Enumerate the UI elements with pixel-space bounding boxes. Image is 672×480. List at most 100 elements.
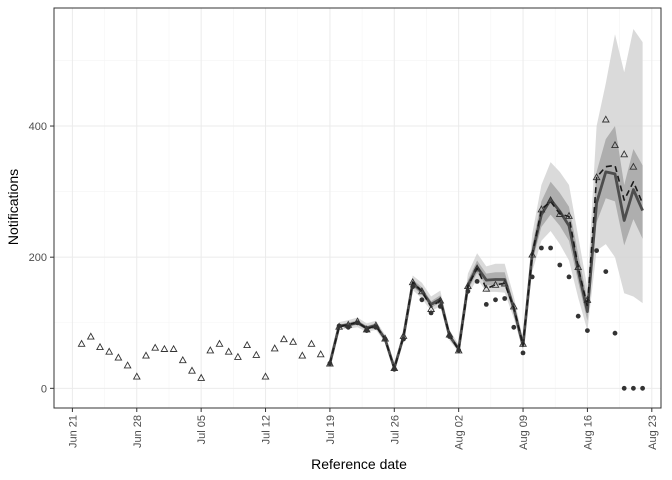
data-point-dot	[548, 245, 553, 251]
data-point-dot	[401, 336, 406, 342]
data-point-triangle	[482, 284, 491, 292]
data-point-dot	[465, 288, 471, 294]
data-point-triangle	[215, 339, 224, 347]
data-point-triangle	[436, 296, 445, 304]
x-tick-label: Jul 12	[261, 415, 273, 444]
x-tick-label: Aug 09	[518, 415, 530, 450]
y-tick-label: 400	[29, 121, 47, 133]
data-point-dot	[621, 385, 627, 391]
y-axis-title: Notifications	[5, 169, 21, 245]
x-tick-label: Jun 21	[67, 415, 79, 448]
data-point-dot	[447, 334, 452, 339]
data-point-dot	[474, 279, 480, 284]
data-point-triangle	[169, 344, 178, 352]
plot-area	[77, 29, 645, 391]
data-point-triangle	[454, 346, 463, 354]
data-point-triangle	[629, 162, 638, 170]
data-point-triangle	[519, 339, 527, 347]
data-point-triangle	[362, 325, 371, 333]
data-point-triangle	[252, 350, 261, 358]
outer-interval-ribbon	[329, 29, 643, 370]
axes: Jun 21 Jun 28 Jul 05 Jul 12 Jul 19 Jul 26 Aug …	[29, 121, 659, 450]
data-point-triangle	[565, 211, 573, 219]
data-point-triangle	[463, 281, 472, 290]
data-point-triangle	[224, 347, 233, 355]
data-point-triangle	[417, 287, 426, 295]
data-point-triangle	[270, 344, 279, 352]
data-point-triangle	[243, 340, 252, 349]
data-point-triangle	[353, 317, 362, 325]
x-tick-label: Jun 28	[132, 415, 144, 448]
panel-border	[53, 7, 662, 409]
data-point-dot	[557, 262, 563, 268]
data-point-triangle	[279, 334, 288, 343]
data-point-dot	[612, 330, 618, 336]
data-point-triangle	[298, 351, 307, 359]
data-point-dot	[520, 350, 526, 356]
data-point-triangle	[574, 262, 583, 271]
data-point-triangle	[601, 115, 610, 123]
data-point-triangle	[114, 353, 123, 361]
median-line	[328, 170, 644, 370]
x-tick-label: Aug 23	[647, 415, 659, 450]
data-point-triangle	[390, 363, 399, 372]
data-point-dot	[585, 328, 590, 333]
data-point-triangle	[206, 346, 215, 354]
data-point-dot	[511, 324, 517, 330]
x-tick-label: Aug 16	[582, 415, 594, 450]
data-point-triangle	[188, 366, 196, 374]
data-point-triangle	[445, 330, 454, 338]
x-axis-title: Reference date	[311, 456, 407, 472]
data-point-triangle	[473, 264, 482, 272]
x-tick-label: Jul 26	[389, 415, 401, 444]
data-point-triangle	[344, 320, 353, 328]
data-point-dot	[575, 313, 581, 319]
data-point-triangle	[151, 343, 160, 351]
data-point-triangle	[96, 342, 104, 351]
data-point-triangle	[371, 321, 380, 329]
data-point-dot	[410, 284, 416, 290]
data-point-triangle	[509, 302, 518, 310]
data-point-triangle	[197, 373, 206, 381]
data-point-triangle	[399, 331, 408, 339]
data-point-triangle	[132, 372, 141, 380]
data-point-triangle	[546, 195, 555, 204]
data-point-dot	[502, 296, 508, 301]
data-point-triangle	[86, 332, 95, 340]
data-point-dot	[419, 297, 425, 303]
y-tick-label: 200	[29, 252, 47, 264]
x-tick-label: Jul 05	[196, 415, 208, 444]
x-tick-label: Aug 02	[454, 415, 466, 450]
data-point-triangle	[307, 339, 316, 347]
data-point-dot	[483, 302, 489, 307]
data-point-triangle	[123, 361, 132, 369]
data-point-triangle	[381, 334, 390, 342]
data-point-triangle	[583, 295, 592, 303]
data-point-triangle	[160, 344, 169, 352]
data-point-triangle	[620, 150, 629, 158]
data-point-triangle	[528, 250, 537, 258]
y-tick-label: 0	[41, 383, 47, 395]
data-point-triangle	[592, 173, 601, 181]
data-point-triangle	[555, 209, 564, 217]
data-point-triangle	[178, 355, 187, 364]
data-point-dot	[603, 269, 609, 274]
data-point-dot	[493, 297, 498, 303]
data-point-triangle	[611, 140, 619, 149]
data-point-dot	[594, 248, 599, 254]
data-point-triangle	[537, 205, 546, 213]
data-point-dot	[373, 324, 379, 330]
data-point-dot	[566, 274, 572, 280]
x-tick-label: Jul 19	[325, 415, 337, 444]
data-point-triangle	[289, 337, 298, 345]
data-point-triangle	[408, 277, 417, 286]
data-point-dot	[631, 385, 636, 391]
data-point-dot	[437, 304, 443, 309]
data-point-triangle	[427, 304, 436, 312]
data-point-triangle	[325, 359, 334, 367]
data-point-triangle	[500, 279, 509, 287]
data-point-triangle	[491, 280, 500, 288]
data-point-triangle	[316, 350, 325, 358]
